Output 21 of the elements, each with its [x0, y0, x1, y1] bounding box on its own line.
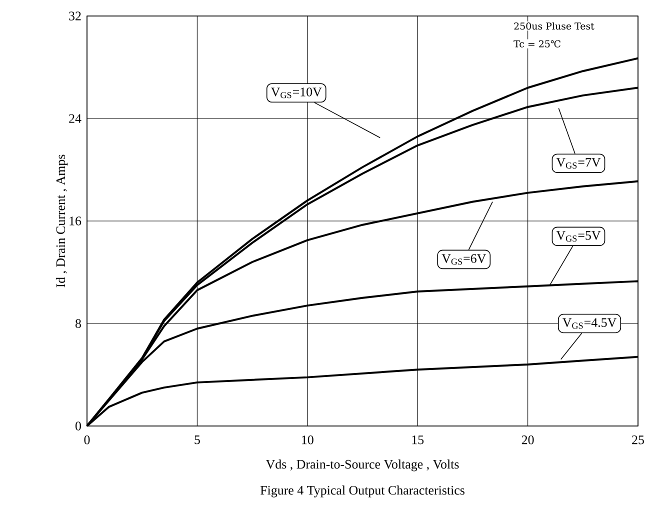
- y-tick-label: 0: [76, 422, 81, 430]
- y-tick-label: 8: [76, 319, 81, 328]
- x-tick-label: 20: [522, 436, 534, 444]
- x-tick-label: 0: [84, 436, 90, 444]
- legend-label: V$_{GS}$=7V: [556, 158, 601, 169]
- legend-label: V$_{GS}$=4.5V: [562, 318, 617, 329]
- legend-label: V$_{GS}$=5V: [556, 231, 601, 242]
- x-tick-label: 10: [302, 436, 314, 444]
- legend-label: V$_{GS}$=6V: [442, 254, 486, 265]
- x-tick-label: 25: [632, 436, 644, 444]
- legend-label: V$_{GS}$=10V: [271, 88, 322, 98]
- y-tick-label: 24: [69, 114, 82, 123]
- y-axis-title: Id , Drain Current , Amps: [56, 154, 68, 288]
- annotation: 250us Pluse Test: [514, 22, 594, 30]
- x-tick-label: 15: [412, 436, 424, 444]
- y-tick-label: 16: [70, 216, 82, 226]
- text: Figure 4 Typical Output Characteristics: [260, 486, 464, 498]
- x-axis-title: Vds , Drain-to-Source Voltage , Volts: [266, 460, 459, 472]
- annotation: Tc = 25℃: [514, 40, 560, 48]
- y-tick-label: 32: [69, 12, 81, 20]
- x-tick-label: 5: [194, 436, 200, 444]
